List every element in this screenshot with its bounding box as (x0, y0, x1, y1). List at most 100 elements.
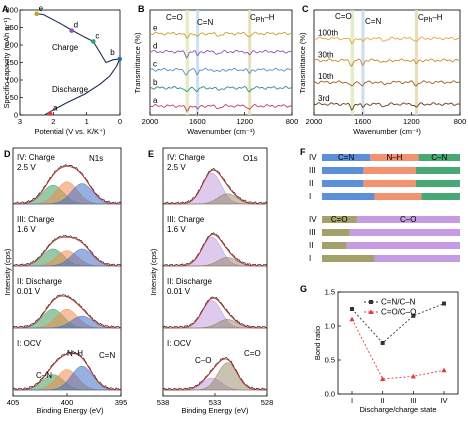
marker-b (117, 56, 122, 62)
raw-data-3 (12, 350, 122, 391)
bar-seg-O-II-1 (346, 242, 460, 249)
y-tick-label-g: 1.5 (325, 288, 335, 297)
band-cn-c (361, 10, 365, 115)
series-label-e: e (153, 24, 158, 33)
row-label-O-III: III (309, 228, 316, 237)
fit-envelope-3 (163, 358, 267, 391)
y-axis-label-b: Transmittance (%) (133, 32, 142, 93)
x-tick-label: 405 (7, 398, 20, 407)
series-label-3rd: 3rd (318, 94, 330, 103)
spectrum-c (149, 67, 293, 76)
marker-e (34, 11, 39, 17)
y-tick-label-a: 200 (5, 41, 18, 50)
fit-envelope-2 (13, 295, 121, 329)
component-peak-1-0 (163, 236, 267, 267)
marker-d (69, 28, 74, 33)
row-label-O-IV: IV (309, 215, 317, 224)
series-line-discharge (44, 58, 121, 116)
row-label-N-IV: IV (309, 153, 317, 162)
ticks-b: 2000 1600 1200 800 (142, 112, 298, 126)
point-0-1 (380, 341, 385, 345)
spectrum-30th (313, 58, 461, 67)
band-cph-b (248, 10, 252, 115)
title-n1s: N1s (89, 154, 103, 163)
point-1-3 (441, 367, 447, 373)
bar-seg-N-I-1 (374, 193, 422, 200)
x-tick-label-g: II (381, 396, 385, 405)
x-tick-label: 400 (61, 398, 74, 407)
fit-envelope-0 (13, 166, 121, 205)
peak-label-co: C–O (195, 356, 211, 365)
x-tick-label: 533 (209, 398, 222, 407)
fit-envelope-1 (13, 236, 121, 267)
fit-envelope-3 (13, 352, 121, 391)
x-tick-label-b: 1200 (236, 117, 253, 126)
plot-frame-c (313, 9, 461, 116)
spectrum-3rd (313, 102, 461, 111)
x-tick-label-g: III (410, 396, 416, 405)
series-label-c: c (153, 60, 157, 69)
row-label-O-I: I (309, 254, 311, 263)
x-tick-label-g: IV (440, 396, 447, 405)
x-tick-label: 528 (261, 398, 274, 407)
spectrum-10th (313, 80, 461, 87)
band-label-co-b: C=O (166, 13, 183, 22)
bar-seg-O-I-0 (322, 255, 375, 262)
state-label-0: IV: Charge (17, 153, 55, 162)
y-axis-label-c: Transmittance (%) (298, 32, 307, 93)
panel-c: C 100th 30th 10th 3rd 2000 1600 1200 800 C=O C… (298, 4, 466, 136)
series-lines-c: 100th 30th 10th 3rd (313, 28, 461, 111)
x-tick-label-a: 2 (51, 117, 55, 126)
bar-seg-N-II-2 (415, 180, 460, 187)
y-tick-label-a: 50 (10, 93, 18, 102)
bar-seg-N-IV-0 (322, 154, 371, 161)
series-label-30th: 30th (318, 50, 334, 59)
series-lines-a (36, 13, 121, 116)
y-tick-label-a: 250 (5, 23, 18, 32)
row-label-N-III: III (309, 166, 316, 175)
x-tick-label-a: 1 (85, 117, 89, 126)
bar-seg-O-IV-0 (322, 216, 357, 223)
bar-seg-O-III-0 (322, 229, 350, 236)
bar-seg-O-IV-1 (356, 216, 460, 223)
bands-b (185, 10, 252, 115)
bar-seg-N-I-0 (322, 193, 375, 200)
marker-label-e: e (39, 4, 44, 13)
voltage-label-0: 2.5 V (167, 163, 186, 172)
spectrum-e (149, 31, 293, 39)
bar-seg-N-III-0 (322, 167, 364, 174)
ticks-e: 538 533 528 (157, 393, 274, 407)
y-tick-label-a: 150 (5, 58, 18, 67)
state-label-0: IV: Charge (167, 153, 205, 162)
band-label-cph-b: CPh–H (250, 13, 275, 24)
row-label-O-II: II (309, 241, 313, 250)
point-1-0 (349, 316, 355, 322)
peak-label-cn: C–N (36, 371, 52, 380)
voltage-label-2: 0.01 V (167, 287, 191, 296)
point-0-2 (411, 313, 416, 318)
legend-g: C=N/C–NC=O/C–O (364, 298, 416, 317)
band-label-cn-b: C=N (197, 18, 213, 27)
marker-c (91, 39, 96, 44)
bar-seg-N-IV-2 (418, 154, 460, 161)
plot-frame-a (19, 9, 121, 116)
annotation-charge: Charge (52, 43, 79, 52)
segment-label-C=N: C=N (338, 153, 354, 162)
bar-seg-N-IV-1 (370, 154, 419, 161)
state-label-3: I: OCV (167, 339, 192, 348)
y-axis-label-d: Intensity (cps) (3, 248, 12, 295)
legend-marker-0 (369, 300, 373, 304)
x-axis-label-b: Wavenumber (cm⁻¹) (187, 127, 255, 136)
segment-label-C=O: C=O (331, 215, 348, 224)
panel-g: G 0.00.51.01.5I II III IV C=N/C–NC=O/C–O Di… (300, 284, 459, 414)
peak-label-cdo: C=O (244, 349, 261, 358)
spectrum-b (149, 85, 292, 93)
band-label-cn-c: C=N (365, 17, 381, 26)
